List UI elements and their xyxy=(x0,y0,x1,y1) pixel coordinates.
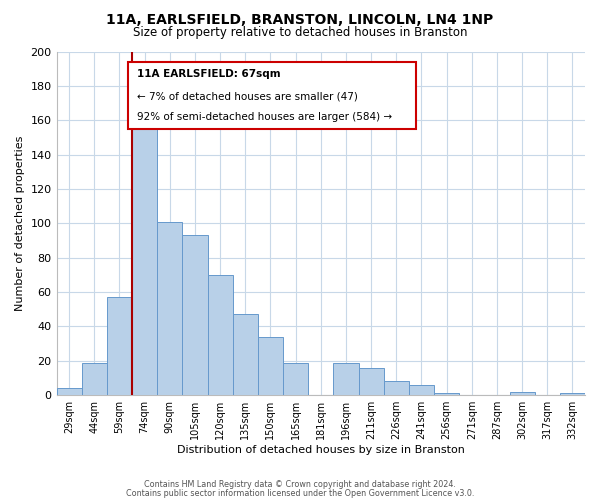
X-axis label: Distribution of detached houses by size in Branston: Distribution of detached houses by size … xyxy=(177,445,465,455)
Bar xyxy=(182,236,208,395)
Text: 11A, EARLSFIELD, BRANSTON, LINCOLN, LN4 1NP: 11A, EARLSFIELD, BRANSTON, LINCOLN, LN4 … xyxy=(106,12,494,26)
Text: ← 7% of detached houses are smaller (47): ← 7% of detached houses are smaller (47) xyxy=(137,91,358,101)
Bar xyxy=(56,388,82,395)
Bar xyxy=(233,314,258,395)
Bar xyxy=(409,385,434,395)
Text: Size of property relative to detached houses in Branston: Size of property relative to detached ho… xyxy=(133,26,467,39)
Bar xyxy=(359,368,383,395)
Bar xyxy=(434,394,459,395)
Bar xyxy=(157,222,182,395)
Text: Contains public sector information licensed under the Open Government Licence v3: Contains public sector information licen… xyxy=(126,489,474,498)
Bar xyxy=(208,275,233,395)
Bar xyxy=(132,114,157,395)
Bar xyxy=(560,394,585,395)
Bar xyxy=(258,337,283,395)
Bar xyxy=(509,392,535,395)
Text: 11A EARLSFIELD: 67sqm: 11A EARLSFIELD: 67sqm xyxy=(137,70,281,80)
Text: Contains HM Land Registry data © Crown copyright and database right 2024.: Contains HM Land Registry data © Crown c… xyxy=(144,480,456,489)
Text: 92% of semi-detached houses are larger (584) →: 92% of semi-detached houses are larger (… xyxy=(137,112,392,122)
Bar xyxy=(107,298,132,395)
Bar xyxy=(283,362,308,395)
Y-axis label: Number of detached properties: Number of detached properties xyxy=(15,136,25,311)
Bar xyxy=(334,362,359,395)
Bar xyxy=(82,362,107,395)
FancyBboxPatch shape xyxy=(128,62,416,129)
Bar xyxy=(383,382,409,395)
